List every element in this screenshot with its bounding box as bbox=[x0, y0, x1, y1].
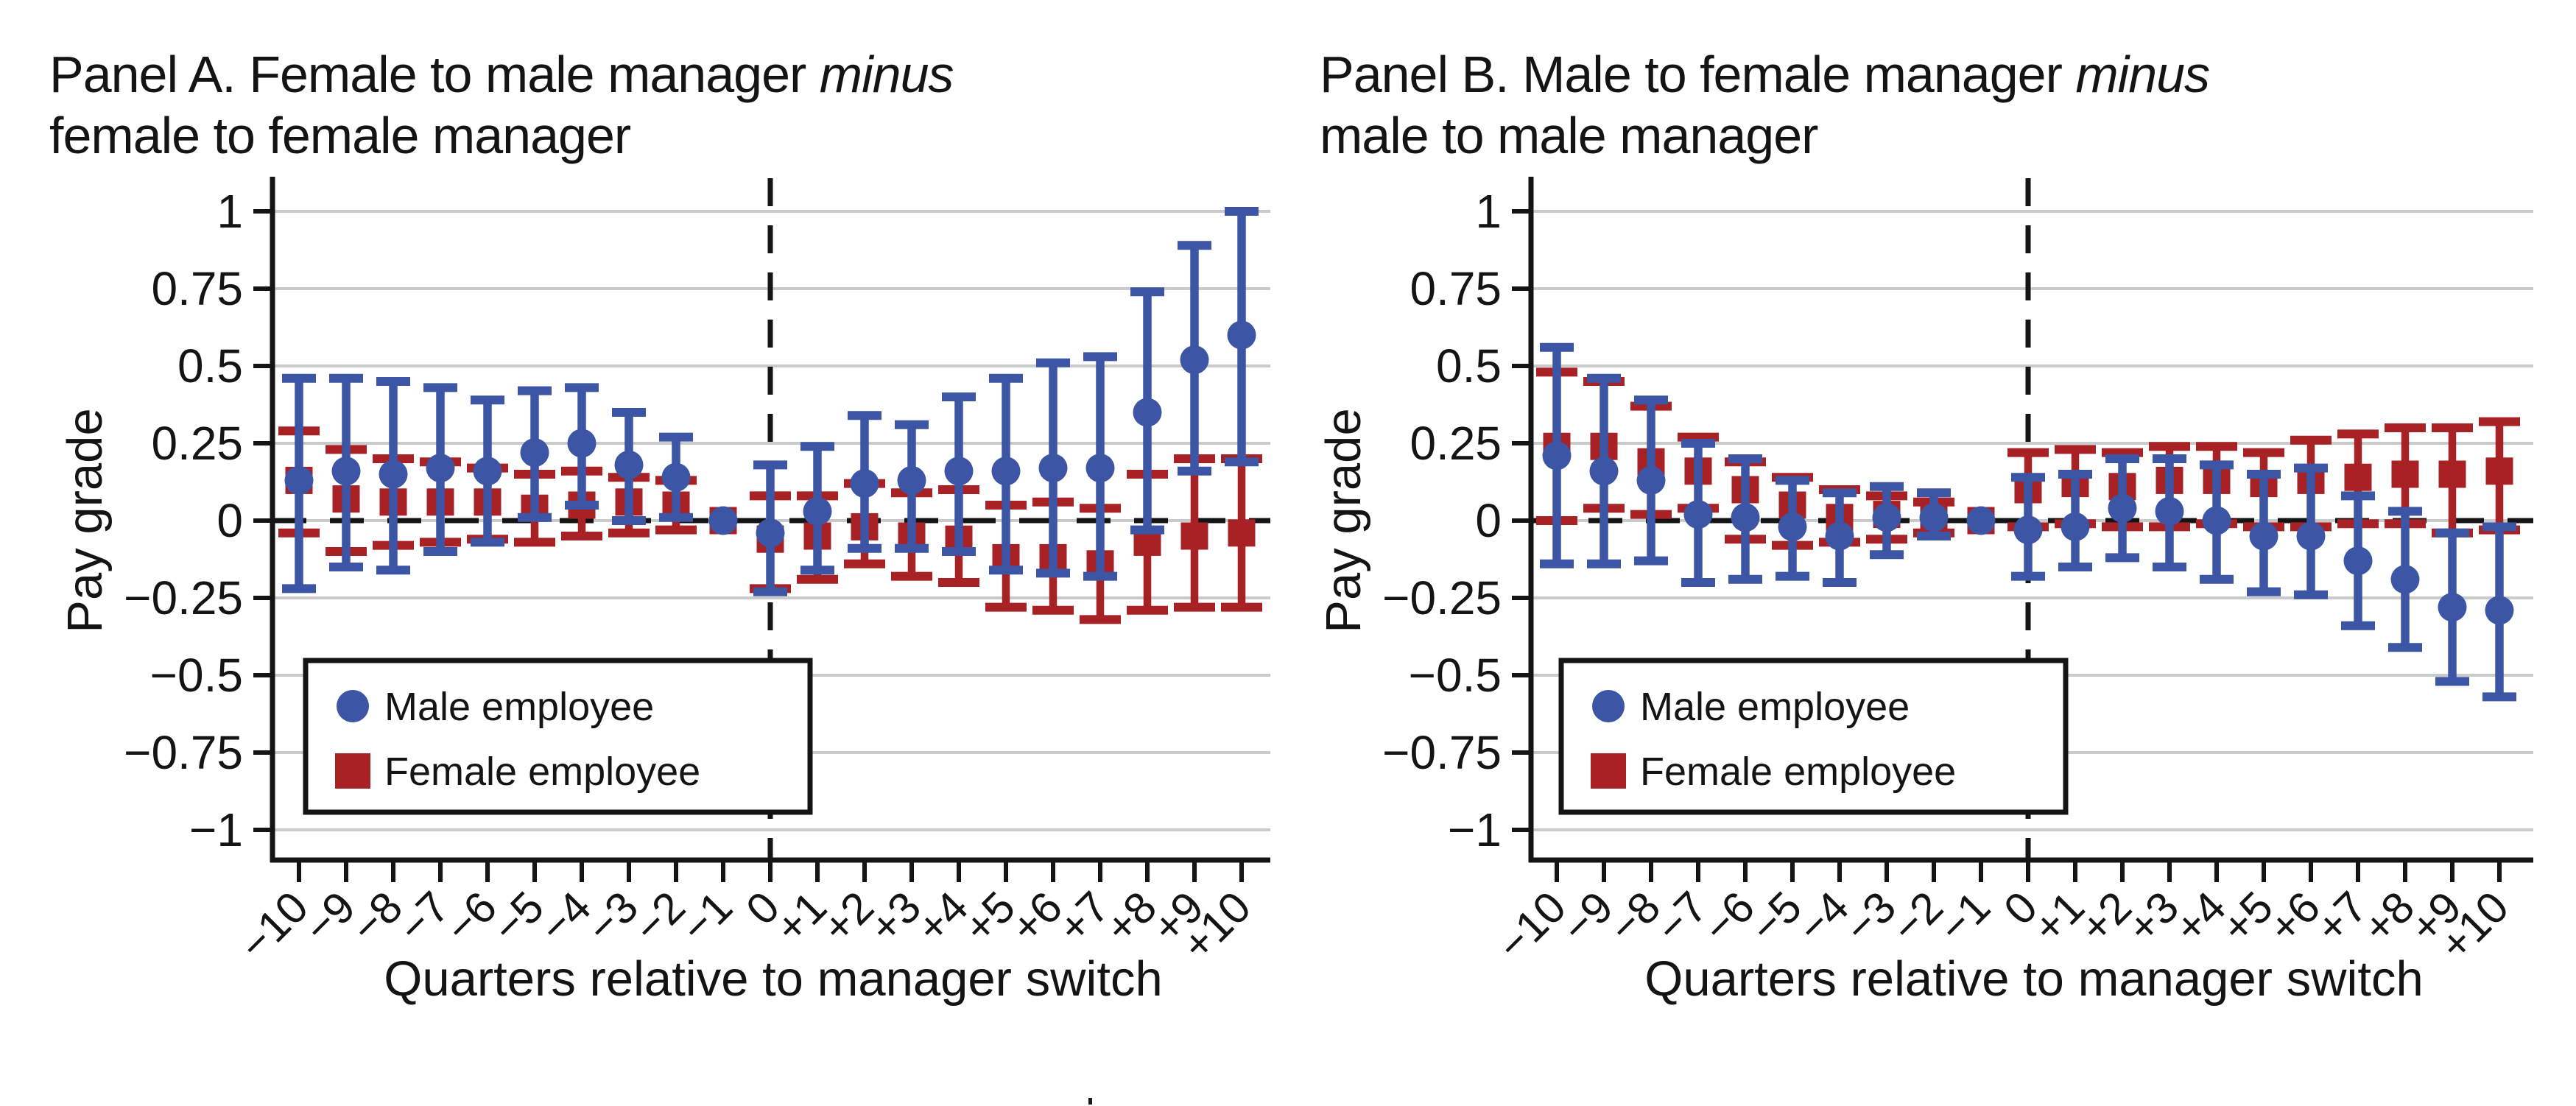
panel-b-male-marker bbox=[1683, 500, 1713, 529]
panel-a-y-tick-label: 1 bbox=[217, 185, 243, 238]
panel-b-y-tick-label: −0.5 bbox=[1409, 649, 1502, 702]
panel-b-y-tick-label: 0.25 bbox=[1410, 417, 1502, 470]
panel-a-male-marker bbox=[426, 454, 455, 483]
panel-b-male-marker bbox=[2108, 493, 2137, 523]
panel-b-male-marker bbox=[1731, 503, 1760, 532]
panel-b-title-prefix: Panel B. Male to female manager bbox=[1320, 46, 2076, 103]
panel-b-female-marker bbox=[2344, 463, 2372, 491]
panel-b-y-tick-label: −0.25 bbox=[1382, 571, 1502, 624]
panel-a-male-marker bbox=[567, 429, 597, 458]
panel-a-male-marker bbox=[1133, 398, 1162, 427]
panel-a-legend-male-marker bbox=[337, 690, 369, 722]
panel-b-y-tick-label: 1 bbox=[1475, 185, 1502, 238]
panel-b-title-line2: male to male manager bbox=[1320, 107, 1818, 164]
panel-a-male-marker bbox=[1227, 320, 1256, 350]
panel-b-male-marker bbox=[1542, 441, 1572, 471]
panel-a-x-axis-title: Quarters relative to manager switch bbox=[384, 951, 1163, 1007]
panel-b-male-marker bbox=[1636, 465, 1666, 495]
panel-b-male-marker bbox=[2061, 512, 2090, 541]
panel-b-y-tick-label: 0.5 bbox=[1436, 339, 1502, 392]
panel-a-title-line2: female to female manager bbox=[49, 107, 631, 164]
panel-b-y-tick-label: 0 bbox=[1475, 494, 1502, 547]
panel-b-male-marker bbox=[2155, 496, 2184, 526]
panel-b-male-marker bbox=[1589, 457, 1619, 486]
panel-b-y-tick-label: −0.75 bbox=[1382, 726, 1502, 779]
panel-b-x-axis-title: Quarters relative to manager switch bbox=[1644, 951, 2424, 1007]
panel-b-male-marker bbox=[2202, 506, 2231, 535]
panel-a-male-marker bbox=[991, 457, 1021, 486]
panel-b-male-marker bbox=[1778, 512, 1807, 541]
panel-b-title: Panel B. Male to female manager minus ma… bbox=[1320, 44, 2210, 166]
panel-a-male-marker bbox=[379, 459, 408, 489]
panel-b-male-marker bbox=[2249, 521, 2278, 551]
panel-a-female-marker bbox=[1228, 519, 1256, 547]
panel-a-male-marker bbox=[331, 457, 361, 486]
panel-a-male-marker bbox=[473, 457, 502, 486]
panel-a-title-line1: Panel A. Female to male manager minus bbox=[49, 46, 954, 103]
panel-a-male-marker bbox=[520, 438, 549, 468]
panel-b-male-marker bbox=[2013, 515, 2043, 545]
panel-a-legend-box bbox=[303, 658, 813, 815]
panel-a-y-tick-label: −1 bbox=[189, 803, 243, 856]
panel-b-male-marker bbox=[2390, 565, 2420, 594]
panel-b-male-marker bbox=[1825, 521, 1854, 551]
panel-a-y-axis-title: Pay grade bbox=[57, 408, 113, 633]
panel-a-male-marker bbox=[708, 506, 738, 535]
panel-b-male-marker bbox=[2485, 596, 2514, 625]
panel-a-male-marker bbox=[897, 465, 926, 495]
panel-a-y-tick-label: 0.25 bbox=[151, 417, 243, 470]
panel-a-male-marker bbox=[850, 469, 879, 499]
panel-a-male-marker bbox=[1180, 345, 1209, 375]
panel-a-male-marker bbox=[1085, 454, 1115, 483]
panel-b-y-tick-label: 0.75 bbox=[1410, 262, 1502, 315]
stray-mark bbox=[1088, 1098, 1092, 1105]
panel-a-y-tick-label: 0.75 bbox=[151, 262, 243, 315]
panel-a-male-marker bbox=[944, 457, 974, 486]
panel-b-title-line1: Panel B. Male to female manager minus bbox=[1320, 46, 2210, 103]
panel-b-legend-female-marker bbox=[1591, 753, 1626, 789]
panel-b-legend-male-marker bbox=[1592, 690, 1625, 722]
panel-b-male-marker bbox=[2343, 546, 2373, 576]
panel-a-female-marker bbox=[1180, 522, 1208, 550]
panel-b-y-axis-title: Pay grade bbox=[1316, 408, 1371, 633]
panel-b-male-marker bbox=[2438, 593, 2467, 622]
panel-a-legend-female-label: Female employee bbox=[384, 750, 700, 794]
panel-b-male-marker bbox=[1872, 503, 1901, 532]
panel-b-legend-male-label: Male employee bbox=[1640, 685, 1910, 729]
panel-a-male-marker bbox=[1038, 454, 1068, 483]
panel-a-title-prefix: Panel A. Female to male manager bbox=[49, 46, 820, 103]
panel-b-x-tick-label: −1 bbox=[1929, 882, 1999, 953]
panel-a-male-marker bbox=[756, 518, 785, 548]
panel-a-y-tick-label: −0.5 bbox=[150, 649, 243, 702]
panel-a-y-tick-label: −0.75 bbox=[124, 726, 243, 779]
panel-a-legend-female-marker bbox=[335, 753, 370, 789]
panel-b-female-marker bbox=[2438, 460, 2466, 488]
panel-a-legend-male-label: Male employee bbox=[384, 685, 654, 729]
panel-a-y-tick-label: 0 bbox=[217, 494, 243, 547]
panel-b-title-italic: minus bbox=[2075, 46, 2210, 103]
panel-a-y-tick-label: −0.25 bbox=[124, 571, 243, 624]
panel-b-legend-box bbox=[1558, 658, 2069, 815]
panel-a-title: Panel A. Female to male manager minus fe… bbox=[49, 44, 954, 166]
panel-b-y-tick-label: −1 bbox=[1448, 803, 1502, 856]
panel-b-male-marker bbox=[2296, 521, 2326, 551]
panel-a-male-marker bbox=[614, 450, 644, 479]
panel-b-legend-female-label: Female employee bbox=[1640, 750, 1956, 794]
panel-b-female-marker bbox=[2485, 457, 2513, 485]
panel-a-title-italic: minus bbox=[819, 46, 954, 103]
panel-a-x-tick-label: −1 bbox=[671, 882, 742, 953]
panel-b-male-marker bbox=[1919, 503, 1949, 532]
panel-b-male-marker bbox=[1966, 506, 1996, 535]
panel-b-female-marker bbox=[2391, 460, 2419, 488]
panel-a-y-tick-label: 0.5 bbox=[177, 339, 243, 392]
panel-a-male-marker bbox=[284, 465, 314, 495]
panel-a-male-marker bbox=[803, 496, 832, 526]
panel-a-male-marker bbox=[661, 462, 691, 492]
